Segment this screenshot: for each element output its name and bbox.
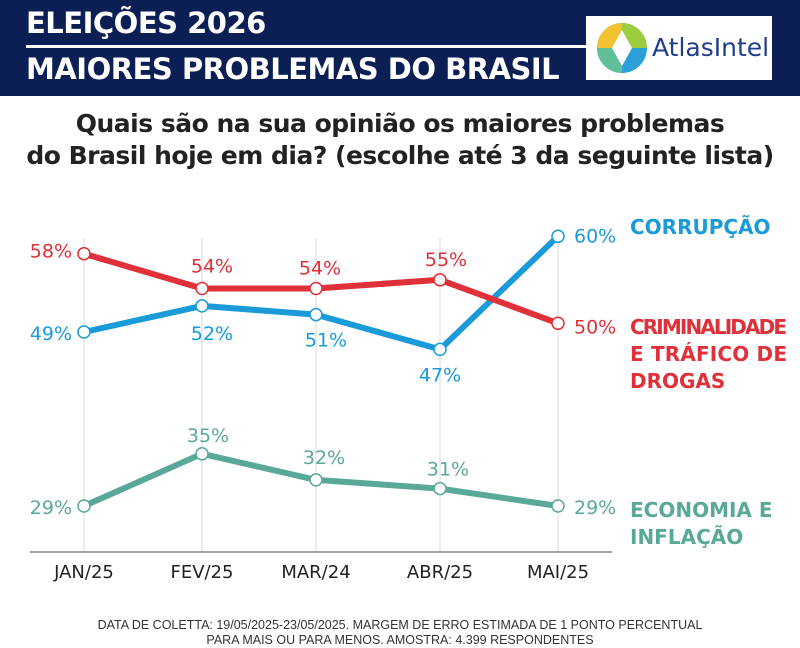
- data-label: 32%: [303, 447, 345, 469]
- data-label: 49%: [30, 323, 72, 345]
- header-banner: ELEIÇÕES 2026 MAIORES PROBLEMAS DO BRASI…: [0, 0, 800, 96]
- data-label: 50%: [574, 316, 616, 338]
- legend-label: CORRUPÇÃO: [630, 215, 771, 239]
- x-tick-label: MAR/24: [281, 562, 350, 583]
- header-subtitle: MAIORES PROBLEMAS DO BRASIL: [26, 52, 560, 86]
- x-tick-label: JAN/25: [53, 562, 114, 583]
- data-label: 35%: [187, 425, 229, 447]
- data-point: [195, 447, 209, 461]
- logo-box: [586, 16, 772, 80]
- data-point: [309, 281, 323, 296]
- x-tick-label: ABR/25: [407, 562, 473, 583]
- data-label: 47%: [419, 364, 461, 386]
- data-point: [309, 307, 323, 322]
- data-point: [433, 273, 447, 287]
- data-point: [551, 499, 565, 513]
- data-point: [551, 229, 565, 244]
- atlasintel-logo-icon: [597, 23, 647, 73]
- legend-label: E TRÁFICO DE: [630, 342, 787, 366]
- header-divider: [26, 45, 586, 48]
- data-point: [309, 473, 323, 487]
- legend-label: DROGAS: [630, 369, 725, 393]
- data-label: 58%: [30, 241, 72, 263]
- legend-label: CRIMINALIDADE: [630, 315, 787, 339]
- data-point: [433, 481, 447, 496]
- data-label: 29%: [30, 497, 72, 519]
- data-point: [551, 316, 565, 331]
- x-tick-label: FEV/25: [170, 562, 233, 583]
- data-label: 29%: [574, 497, 616, 519]
- footer-note: DATA DE COLETTA: 19/05/2025-23/05/2025. …: [0, 618, 800, 648]
- legend-label: ECONOMIA E: [630, 498, 773, 522]
- question-line-1: Quais são na sua opinião os maiores prob…: [75, 109, 725, 138]
- data-label: 60%: [574, 225, 616, 247]
- data-label: 52%: [191, 323, 233, 345]
- footer-line-2: PARA MAIS OU PARA MENOS. AMOSTRA: 4.399 …: [206, 633, 594, 647]
- data-point: [77, 246, 91, 261]
- question-line-2: do Brasil hoje em dia? (escolhe até 3 da…: [26, 141, 774, 170]
- data-label: 31%: [427, 459, 469, 481]
- data-point: [77, 499, 91, 513]
- data-label: 54%: [299, 258, 341, 280]
- data-point: [433, 342, 447, 357]
- chart-question: Quais são na sua opinião os maiores prob…: [0, 108, 800, 172]
- data-point: [77, 325, 91, 339]
- header-title: ELEIÇÕES 2026: [26, 6, 266, 40]
- data-label: 55%: [425, 249, 467, 271]
- legend-label: INFLAÇÃO: [630, 525, 743, 549]
- x-tick-label: MAI/25: [527, 562, 589, 583]
- data-point: [195, 281, 209, 296]
- data-label: 54%: [191, 256, 233, 278]
- data-label: 51%: [305, 330, 347, 352]
- data-point: [195, 299, 209, 313]
- footer-line-1: DATA DE COLETTA: 19/05/2025-23/05/2025. …: [97, 618, 703, 632]
- logo-text: AtlasIntel: [652, 33, 770, 62]
